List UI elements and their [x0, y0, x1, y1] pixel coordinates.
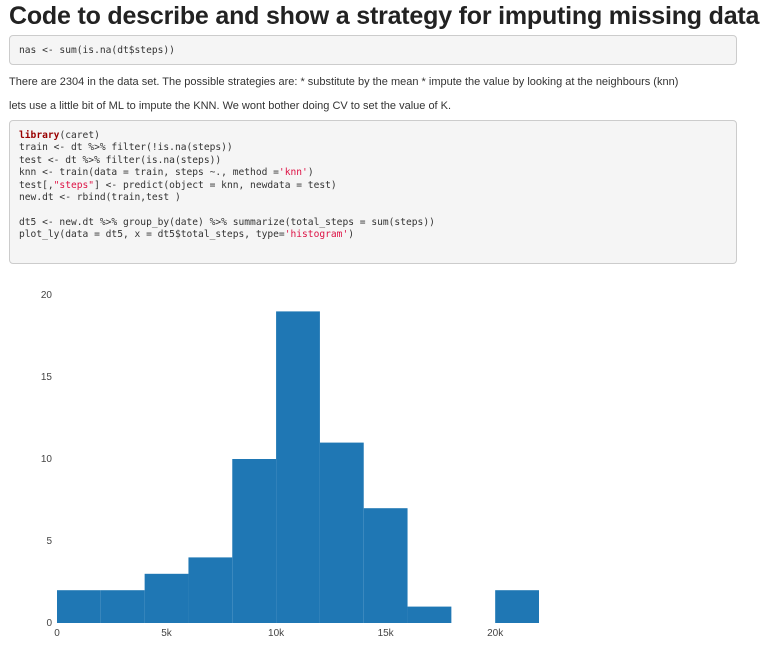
code-line: test <- dt %>% filter(is.na(steps)) — [19, 154, 222, 166]
histogram-chart[interactable]: 0 5 10 15 20 0 5k 10k 15k 20k — [0, 280, 761, 650]
code-line: dt5 <- new.dt %>% group_by(date) %>% sum… — [19, 216, 435, 228]
code-string: 'histogram' — [284, 229, 349, 241]
code-string: "steps" — [53, 179, 95, 191]
code-text: (caret) — [59, 130, 100, 141]
code-line: train <- dt %>% filter(!is.na(steps)) — [19, 142, 233, 154]
code-text: plot_ly(data = dt5, x = dt5$total_steps,… — [19, 229, 285, 241]
paragraph-strategies: There are 2304 in the data set. The poss… — [9, 76, 679, 88]
histogram-bar[interactable] — [57, 590, 101, 623]
x-tick-label: 20k — [487, 628, 504, 639]
histogram-bar[interactable] — [276, 311, 320, 623]
x-tick-label: 15k — [378, 628, 395, 639]
code-string: 'knn' — [278, 167, 308, 179]
page-title: Code to describe and show a strategy for… — [9, 2, 760, 30]
code-line: library(caret) — [19, 130, 727, 142]
histogram-bar[interactable] — [407, 606, 452, 623]
x-tick-label: 0 — [54, 628, 60, 639]
code-keyword: library — [19, 130, 60, 141]
y-tick-label: 15 — [41, 372, 53, 383]
code-line: new.dt <- rbind(train,test ) — [19, 191, 181, 203]
histogram-bar[interactable] — [319, 442, 364, 623]
code-line: knn <- train(data = train, steps ~., met… — [19, 167, 727, 179]
code-block-nas: nas <- sum(is.na(dt$steps)) — [9, 35, 737, 65]
code-text: ) — [307, 167, 314, 179]
code-line: plot_ly(data = dt5, x = dt5$total_steps,… — [19, 229, 727, 241]
code-text: ) — [348, 229, 355, 241]
y-tick-label: 0 — [46, 618, 52, 629]
code-block-knn: library(caret) train <- dt %>% filter(!is… — [9, 120, 737, 264]
paragraph-knn: lets use a little bit of ML to impute th… — [9, 100, 452, 112]
code-text: knn <- train(data = train, steps ~., met… — [19, 167, 279, 179]
code-line: nas <- sum(is.na(dt$steps)) — [19, 45, 175, 56]
code-line: test[,"steps"] <- predict(object = knn, … — [19, 180, 727, 192]
histogram-bar[interactable] — [363, 508, 408, 623]
histogram-bar[interactable] — [232, 459, 277, 623]
x-tick-label: 10k — [268, 628, 285, 639]
code-line — [19, 204, 727, 216]
y-tick-label: 10 — [41, 454, 53, 465]
code-text: ] <- predict(object = knn, newdata = tes… — [94, 179, 337, 191]
y-tick-label: 5 — [46, 536, 52, 547]
histogram-bar[interactable] — [495, 590, 539, 623]
x-tick-label: 5k — [161, 628, 173, 639]
histogram-bar[interactable] — [100, 590, 145, 623]
code-text: test[, — [19, 179, 54, 191]
y-tick-label: 20 — [41, 290, 53, 301]
histogram-bar[interactable] — [188, 557, 233, 623]
histogram-bar[interactable] — [144, 573, 189, 623]
